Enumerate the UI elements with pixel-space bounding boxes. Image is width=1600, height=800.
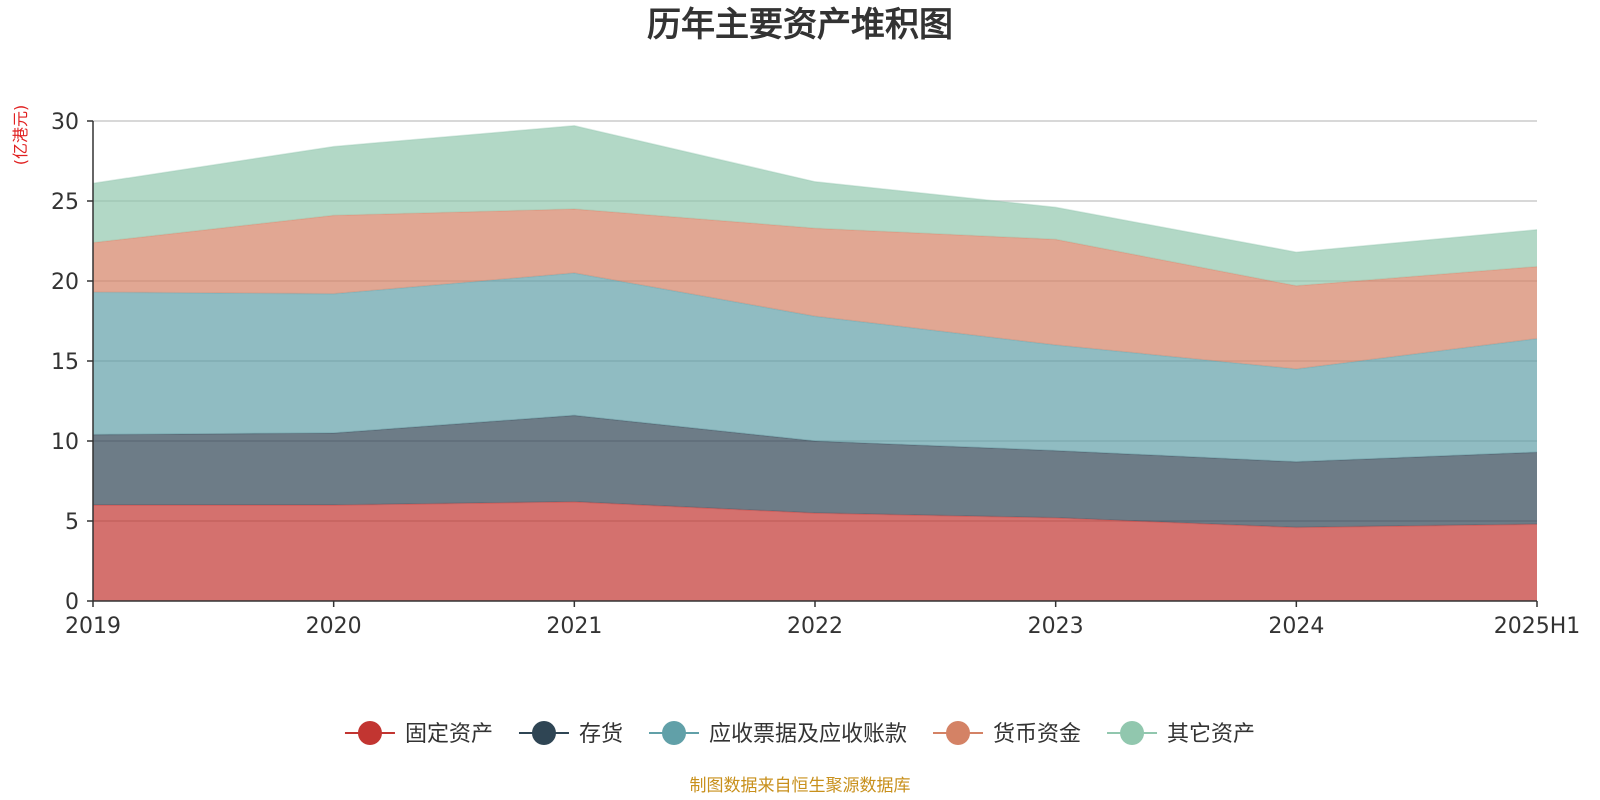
x-tick-label: 2022 — [787, 614, 843, 639]
legend-label-4: 货币资金 — [993, 722, 1081, 747]
x-tick-label: 2019 — [65, 614, 121, 639]
legend-item-3[interactable]: 应收票据及应收账款 — [648, 721, 907, 747]
legend-item-5[interactable]: 其它资产 — [1107, 721, 1255, 747]
area-series — [92, 125, 1538, 601]
legend-marker-5 — [1120, 721, 1145, 745]
y-tick-label: 10 — [51, 430, 79, 455]
x-tick-label: 2020 — [306, 614, 362, 639]
axes: 0 5 10 15 20 25 30 2019 2020 2021 2022 2023 2024 2025… — [51, 110, 1580, 639]
legend-item-1[interactable]: 固定资产 — [344, 721, 493, 747]
area-series-2 — [93, 415, 1537, 528]
y-tick-label: 5 — [65, 510, 79, 535]
area-series-3 — [93, 273, 1537, 462]
legend-label-2: 存货 — [579, 722, 623, 747]
legend-label-1: 固定资产 — [405, 722, 493, 747]
legend-marker-4 — [946, 721, 971, 745]
y-axis-unit: (亿港元) — [11, 105, 30, 166]
x-tick-label: 2023 — [1028, 614, 1084, 639]
legend-item-4[interactable]: 货币资金 — [933, 721, 1081, 747]
area-line-series-5 — [92, 125, 1538, 253]
x-tick-label: 2024 — [1268, 614, 1324, 639]
area-series-4 — [93, 209, 1537, 369]
y-tick-label: 0 — [65, 590, 79, 615]
area-series-1 — [93, 501, 1537, 601]
legend-item-2[interactable]: 存货 — [518, 721, 623, 747]
legend-label-3: 应收票据及应收账款 — [709, 722, 907, 747]
y-tick-label: 30 — [51, 110, 79, 135]
chart-title: 历年主要资产堆积图 — [647, 5, 953, 45]
legend-label-5: 其它资产 — [1167, 722, 1255, 747]
y-tick-label: 25 — [51, 190, 79, 215]
x-tick-label: 2025H1 — [1494, 614, 1581, 639]
legend-marker-3 — [661, 721, 686, 745]
y-tick-label: 15 — [51, 350, 79, 375]
legend-marker-2 — [531, 721, 556, 745]
x-tick-label: 2021 — [546, 614, 602, 639]
area-series-5 — [93, 125, 1537, 286]
legend[interactable]: 固定资产 存货 应收票据及应收账款 货币资金 其它资产 — [344, 721, 1255, 747]
data-source-note: 制图数据来自恒生聚源数据库 — [690, 776, 911, 796]
legend-marker-1 — [357, 721, 382, 745]
y-tick-label: 20 — [51, 270, 79, 295]
